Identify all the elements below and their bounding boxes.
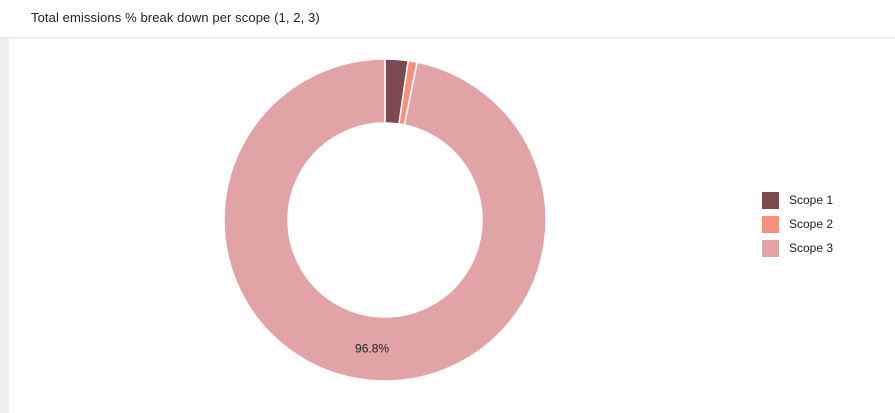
chart-legend: Scope 1 Scope 2 Scope 3 — [762, 188, 833, 260]
legend-label: Scope 3 — [789, 241, 834, 255]
slice-data-label: 96.8% — [355, 341, 389, 355]
donut-slice-scope-3[interactable] — [223, 58, 547, 382]
legend-item-scope-2[interactable]: Scope 2 — [762, 212, 833, 236]
legend-label: Scope 1 — [789, 193, 834, 207]
legend-item-scope-1[interactable]: Scope 1 — [762, 188, 833, 212]
legend-swatch — [762, 191, 779, 209]
legend-swatch — [762, 239, 779, 257]
chart-header: Total emissions % break down per scope (… — [0, 0, 895, 38]
legend-swatch — [762, 215, 779, 233]
legend-label: Scope 2 — [789, 217, 834, 231]
chart-title: Total emissions % break down per scope (… — [31, 10, 320, 25]
panel-left-strip — [0, 38, 9, 413]
legend-item-scope-3[interactable]: Scope 3 — [762, 236, 833, 260]
